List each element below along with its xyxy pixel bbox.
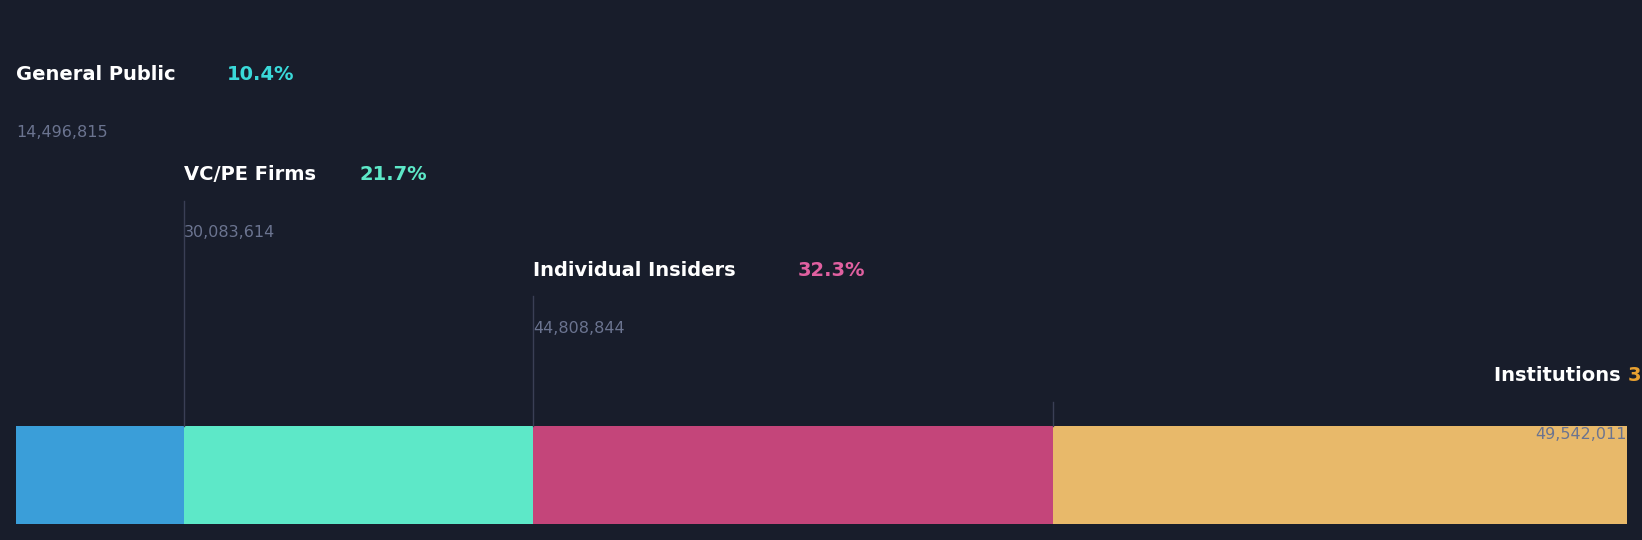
Text: 30,083,614: 30,083,614 [184, 226, 274, 240]
Bar [1053, 426, 1627, 524]
Text: Individual Insiders: Individual Insiders [534, 260, 742, 280]
Text: General Public: General Public [16, 65, 182, 84]
Bar [184, 426, 534, 524]
Bar [534, 426, 1053, 524]
Text: 21.7%: 21.7% [360, 165, 427, 184]
Text: 35.7%: 35.7% [1627, 366, 1642, 386]
Text: 49,542,011: 49,542,011 [1535, 427, 1627, 442]
Text: 32.3%: 32.3% [798, 260, 865, 280]
Text: 44,808,844: 44,808,844 [534, 321, 624, 336]
Text: VC/PE Firms: VC/PE Firms [184, 165, 322, 184]
Text: Institutions: Institutions [1494, 366, 1627, 386]
Text: 14,496,815: 14,496,815 [16, 125, 108, 140]
Bar [16, 426, 184, 524]
Text: 10.4%: 10.4% [227, 65, 294, 84]
